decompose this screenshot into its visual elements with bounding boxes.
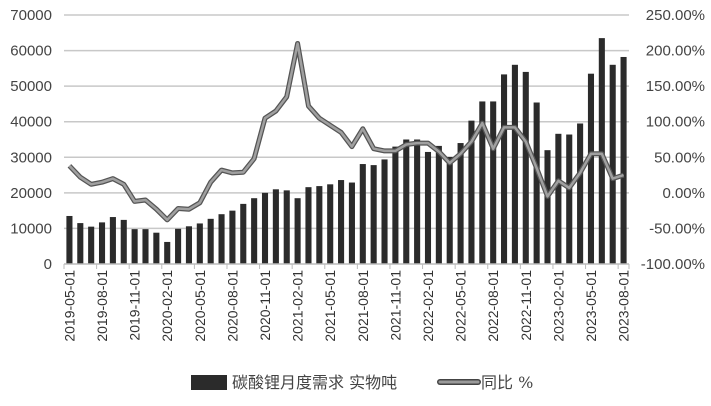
bar — [131, 229, 138, 264]
x-tick-label: 2020-05-01 — [192, 270, 208, 342]
x-tick-label: 2022-08-01 — [485, 270, 501, 342]
bar — [620, 56, 627, 264]
bar — [77, 223, 84, 264]
bar — [261, 192, 269, 264]
bar — [403, 139, 410, 264]
bar — [414, 139, 421, 264]
bar — [251, 198, 258, 264]
bar — [566, 134, 573, 264]
line-series — [67, 41, 625, 223]
x-tick-label: 2020-11-01 — [257, 270, 273, 341]
bar — [392, 146, 399, 264]
bar — [283, 190, 290, 264]
bar — [511, 64, 518, 264]
gridlines — [64, 14, 629, 230]
x-tick-label: 2020-08-01 — [224, 270, 240, 342]
bar — [338, 180, 345, 264]
y-right-tick-label: -50.00% — [649, 220, 705, 237]
x-tick-label: 2021-11-01 — [387, 270, 403, 341]
y-left-tick-label: 30000 — [10, 149, 52, 166]
y-left-tick-label: 0 — [44, 256, 52, 273]
x-tick-label: 2022-05-01 — [453, 270, 469, 342]
bar — [229, 210, 236, 264]
bar — [316, 186, 323, 264]
legend: 碳酸锂月度需求 实物吨 同比 % — [191, 373, 533, 392]
bar — [609, 64, 616, 264]
yoy-line — [68, 42, 624, 222]
bar — [435, 145, 442, 264]
bar — [98, 222, 106, 264]
x-tick-label: 2019-11-01 — [127, 270, 143, 341]
y-axis-left: 0 10000 20000 30000 40000 50000 60000 70000 — [10, 7, 52, 273]
y-right-tick-label: 0.00% — [662, 185, 705, 202]
bar — [479, 101, 486, 264]
x-tick-label: 2023-08-01 — [616, 270, 632, 342]
bar — [294, 198, 301, 264]
legend-label-yoy: 同比 % — [481, 373, 533, 392]
bar — [272, 189, 279, 264]
x-tick-label: 2023-02-01 — [550, 270, 566, 342]
bar — [490, 101, 497, 264]
bar — [185, 226, 192, 264]
bar — [522, 71, 529, 265]
bar — [109, 217, 116, 264]
bar — [218, 214, 225, 264]
bar — [240, 203, 247, 264]
bar-series — [66, 38, 627, 265]
bar — [555, 133, 562, 264]
x-tick-label: 2020-02-01 — [159, 270, 175, 342]
bar — [544, 150, 551, 264]
bar — [120, 219, 127, 264]
y-left-tick-label: 50000 — [10, 78, 52, 95]
legend-bar-swatch — [191, 375, 227, 390]
legend-label-demand: 碳酸锂月度需求 实物吨 — [232, 373, 397, 392]
bar — [153, 232, 160, 264]
bar — [327, 184, 334, 264]
bar — [446, 156, 453, 264]
bar — [196, 223, 203, 264]
y-left-tick-label: 40000 — [10, 114, 52, 131]
bar — [370, 165, 377, 264]
x-axis: 2019-05-01 2019-08-01 2019-11-01 2020-02-01… — [61, 263, 632, 342]
x-tick-label: 2022-02-01 — [420, 270, 436, 342]
y-right-tick-label: 250.00% — [646, 7, 705, 24]
y-left-tick-label: 20000 — [10, 185, 52, 202]
y-right-tick-label: -100.00% — [641, 256, 705, 273]
x-tick-label: 2019-08-01 — [94, 270, 110, 342]
bar — [424, 151, 432, 264]
x-tick-label: 2021-05-01 — [322, 270, 338, 342]
bar — [577, 123, 584, 264]
y-right-tick-label: 100.00% — [646, 114, 705, 131]
x-tick-label: 2022-11-01 — [518, 270, 534, 341]
bar — [359, 164, 366, 264]
bar — [598, 38, 605, 264]
bar — [457, 143, 464, 264]
y-left-tick-label: 10000 — [10, 220, 52, 237]
bar — [348, 182, 355, 264]
bar — [164, 241, 171, 264]
x-tick-label: 2021-02-01 — [290, 270, 306, 342]
bar — [207, 218, 214, 264]
bar — [142, 229, 149, 264]
x-tick-label: 2021-08-01 — [355, 270, 371, 342]
bar — [587, 73, 595, 264]
bar — [305, 187, 312, 264]
y-axis-right: -100.00% -50.00% 0.00% 50.00% 100.00% 150.00%… — [641, 7, 705, 273]
x-tick-label: 2019-05-01 — [61, 270, 77, 342]
bar — [66, 215, 73, 264]
y-left-tick-label: 70000 — [10, 7, 52, 24]
y-right-tick-label: 150.00% — [646, 78, 705, 95]
bar — [175, 228, 182, 264]
x-tick-label: 2023-05-01 — [583, 270, 599, 342]
y-left-tick-label: 60000 — [10, 43, 52, 60]
bar — [88, 226, 95, 264]
bar — [468, 120, 475, 264]
bar — [501, 74, 508, 264]
y-right-tick-label: 50.00% — [654, 149, 705, 166]
y-right-tick-label: 200.00% — [646, 43, 705, 60]
bar — [533, 102, 540, 265]
bar — [381, 159, 388, 264]
